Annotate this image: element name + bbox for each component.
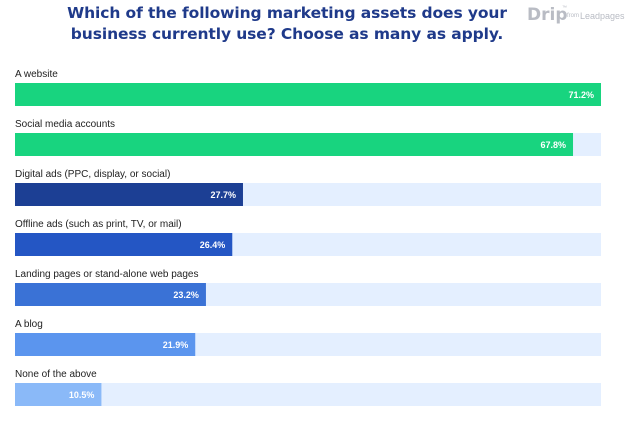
logo-trademark: ™ xyxy=(562,5,567,11)
category-label: Landing pages or stand-alone web pages xyxy=(15,269,198,280)
chart-title-line-1: Which of the following marketing assets … xyxy=(67,4,507,22)
logo-brand: Leadpages xyxy=(580,11,625,21)
bar-value-label: 71.2% xyxy=(568,90,594,100)
category-label: None of the above xyxy=(15,369,97,380)
category-label: A blog xyxy=(15,319,43,330)
bar xyxy=(15,383,102,406)
bar-value-label: 23.2% xyxy=(173,290,199,300)
category-label: Digital ads (PPC, display, or social) xyxy=(15,169,170,180)
category-label: A website xyxy=(15,69,58,80)
bar-value-label: 10.5% xyxy=(69,390,95,400)
logo-wordmark: Drip xyxy=(527,5,568,25)
bar xyxy=(15,283,206,306)
bar-value-label: 26.4% xyxy=(200,240,226,250)
chart-title: Which of the following marketing assets … xyxy=(62,3,512,45)
bar-value-label: 27.7% xyxy=(210,190,236,200)
bar xyxy=(15,233,233,256)
logo-from-text: from xyxy=(567,13,579,19)
category-label: Offline ads (such as print, TV, or mail) xyxy=(15,219,182,230)
drip-logo: Drip ™ from Leadpages xyxy=(527,5,627,27)
bar xyxy=(15,83,601,106)
bar xyxy=(15,133,574,156)
bar-value-label: 21.9% xyxy=(163,340,189,350)
bar xyxy=(15,333,196,356)
bar xyxy=(15,183,243,206)
bar-value-label: 67.8% xyxy=(540,140,566,150)
chart-title-line-2: business currently use? Choose as many a… xyxy=(70,25,504,43)
category-label: Social media accounts xyxy=(15,119,115,130)
bar-track xyxy=(15,383,601,406)
